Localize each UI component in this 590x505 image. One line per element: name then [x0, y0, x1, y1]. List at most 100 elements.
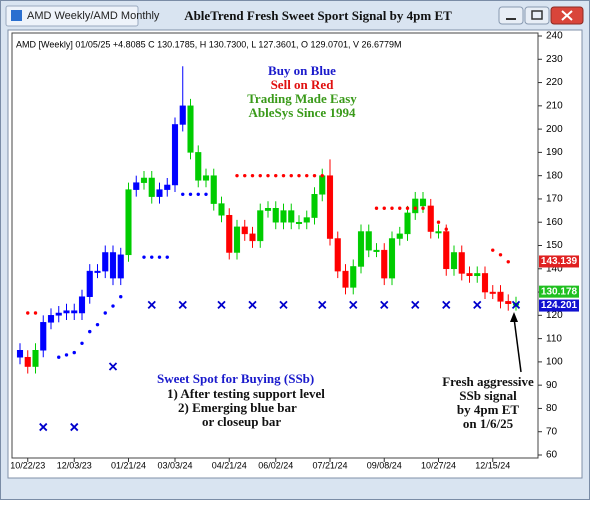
candle-body: [32, 350, 39, 367]
stop-dot: [305, 173, 309, 178]
y-tick-label: 170: [546, 194, 563, 205]
y-tick-label: 120: [546, 310, 563, 321]
x-tick-label: 10/27/24: [421, 460, 456, 470]
signal-x: [473, 300, 482, 309]
close-icon: [561, 10, 573, 21]
stop-dot: [188, 192, 193, 196]
candle-body: [458, 252, 465, 274]
y-tick-label: 90: [546, 380, 558, 391]
stop-dot: [33, 311, 38, 315]
signal-x: [39, 422, 48, 432]
candle-body: [288, 210, 295, 223]
stop-dot: [498, 253, 503, 257]
stop-dot: [157, 255, 162, 259]
stop-dot: [413, 206, 417, 210]
candle-body: [226, 214, 233, 253]
candle-body: [24, 356, 31, 367]
signal-x: [411, 300, 420, 309]
minimize-button[interactable]: [498, 6, 524, 25]
candle-body: [156, 189, 163, 197]
candle-body: [280, 210, 287, 223]
stop-dot: [421, 206, 425, 210]
note-buy: Buy on Blue: [268, 63, 336, 78]
window-tab[interactable]: [5, 5, 139, 27]
stop-dot: [235, 173, 239, 178]
candle-body: [295, 221, 303, 224]
candle-body: [171, 124, 179, 186]
candle-body: [47, 315, 55, 323]
ssb-note: 1) After testing support level: [167, 386, 325, 401]
candle-body: [381, 249, 388, 279]
y-tick-label: 70: [546, 426, 558, 437]
x-tick-label: 04/21/24: [212, 460, 247, 470]
stop-dot: [444, 227, 448, 231]
candle-body: [311, 194, 318, 218]
candle-body: [94, 270, 101, 273]
note-since: AbleSys Since 1994: [249, 105, 356, 120]
tab-label: AMD Weekly/AMD Monthly: [27, 10, 160, 22]
candle-body: [396, 233, 403, 239]
stop-dot: [250, 173, 255, 178]
x-tick-label: 12/15/24: [475, 460, 510, 470]
candle-body: [497, 291, 504, 302]
candle-body: [373, 249, 380, 252]
candle-body: [466, 273, 473, 277]
candle-body: [55, 312, 62, 316]
x-tick-label: 03/03/24: [157, 460, 192, 470]
candle-body: [450, 252, 458, 270]
stop-dot: [103, 311, 107, 315]
stop-dot: [196, 192, 200, 196]
stop-dot: [165, 255, 169, 259]
ssb-note: 2) Emerging blue bar: [178, 400, 297, 415]
candle-body: [218, 203, 225, 216]
stop-dot: [289, 173, 293, 178]
plot-area: [11, 32, 539, 459]
signal-x: [248, 300, 257, 309]
y-tick-label: 180: [546, 170, 563, 181]
signal-x: [70, 422, 79, 432]
stop-dot: [111, 304, 115, 308]
candle-body: [357, 231, 365, 267]
info-line: AMD [Weekly] 01/05/25 +4.8085 C 130.1785…: [16, 39, 402, 49]
candle-body: [241, 226, 248, 235]
candle-body: [202, 175, 210, 181]
signal-note: SSb signal: [459, 388, 517, 403]
signal-x: [279, 300, 288, 309]
candle-body: [388, 238, 396, 279]
price-tag-label: 143.139: [541, 256, 578, 267]
price-tag-label: 130.178: [541, 286, 578, 297]
stop-dot: [181, 192, 185, 196]
y-tick-label: 60: [546, 450, 558, 461]
y-tick-label: 200: [546, 124, 563, 135]
y-tick-label: 210: [546, 100, 563, 111]
stop-dot: [374, 206, 379, 210]
candle-body: [102, 252, 109, 272]
y-tick-label: 160: [546, 217, 563, 228]
candle-body: [249, 233, 256, 242]
stop-dot: [436, 220, 441, 224]
candle-body: [187, 105, 194, 153]
candle-body: [443, 231, 450, 270]
y-tick-label: 140: [546, 263, 563, 274]
signal-note: Fresh aggressive: [442, 374, 534, 389]
stop-dot: [95, 322, 100, 327]
stop-dot: [281, 173, 286, 178]
candle-body: [303, 217, 310, 223]
stop-dot: [26, 311, 30, 315]
signal-arrowhead: [510, 312, 518, 322]
signal-x: [442, 300, 451, 309]
candle-body: [489, 291, 496, 294]
x-tick-label: 10/22/23: [10, 460, 45, 470]
candle-body: [179, 105, 186, 125]
candle-body: [474, 273, 481, 277]
y-tick-label: 240: [546, 31, 563, 42]
x-tick-label: 12/03/23: [57, 460, 92, 470]
maximize-button[interactable]: [524, 6, 550, 25]
stop-dot: [506, 260, 510, 264]
stop-dot: [57, 355, 61, 359]
candle-body: [164, 184, 171, 190]
y-tick-label: 150: [546, 240, 563, 251]
stop-dot: [405, 206, 410, 210]
x-tick-label: 09/08/24: [367, 460, 402, 470]
stop-dot: [258, 173, 262, 178]
